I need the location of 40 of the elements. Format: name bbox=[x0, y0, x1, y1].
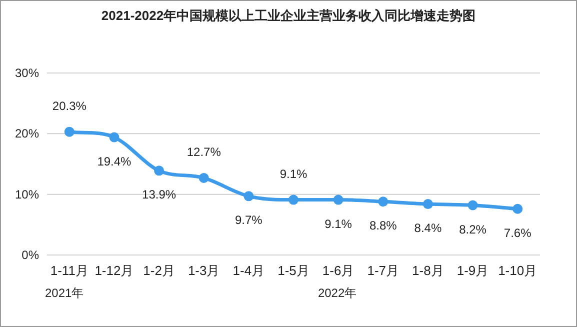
data-label: 12.7% bbox=[186, 144, 222, 159]
point bbox=[244, 191, 254, 202]
data-label: 20.3% bbox=[52, 98, 87, 113]
point bbox=[468, 200, 478, 210]
point bbox=[333, 194, 344, 205]
x-tick-label: 1-10月 bbox=[498, 263, 538, 278]
chart-title: 2021-2022年中国规模以上工业企业主营业务收入同比增速走势图 bbox=[101, 8, 476, 23]
data-label: 8.4% bbox=[414, 221, 442, 236]
x-tick-label: 1-11月 bbox=[50, 263, 88, 278]
x-tick-label: 1-4月 bbox=[232, 263, 265, 278]
point bbox=[198, 172, 209, 183]
point bbox=[154, 166, 164, 176]
point bbox=[422, 199, 433, 210]
x-tick-label: 1-2月 bbox=[143, 263, 175, 278]
text: 2021年 bbox=[45, 286, 84, 300]
x-tick-label: 1-7月 bbox=[367, 263, 400, 278]
point bbox=[288, 194, 298, 205]
y-tick-label: 30% bbox=[14, 66, 40, 80]
data-label: 9.7% bbox=[235, 213, 263, 228]
x-tick-label: 1-3月 bbox=[188, 263, 220, 278]
point bbox=[378, 196, 388, 207]
text: 2022年 bbox=[318, 286, 357, 300]
data-label: 9.1% bbox=[324, 216, 352, 231]
y-tick-label: 0% bbox=[22, 248, 40, 262]
x-tick-label: 1-5月 bbox=[278, 263, 310, 278]
point bbox=[109, 132, 120, 142]
x-tick-label: 1-9月 bbox=[456, 263, 489, 278]
data-label: 19.4% bbox=[97, 154, 132, 168]
data-label: 7.6% bbox=[504, 226, 532, 240]
x-tick-label: 1-12月 bbox=[94, 263, 134, 278]
y-tick-label: 10% bbox=[14, 187, 40, 202]
data-label: 8.2% bbox=[459, 222, 487, 236]
point bbox=[64, 126, 74, 137]
data-label: 9.1% bbox=[280, 166, 308, 181]
data-label: 8.8% bbox=[369, 218, 398, 233]
x-tick-label: 1-6月 bbox=[322, 263, 354, 278]
point bbox=[512, 204, 523, 214]
data-label: 13.9% bbox=[142, 188, 176, 202]
y-tick-label: 20% bbox=[14, 126, 40, 141]
x-tick-label: 1-8月 bbox=[412, 263, 444, 278]
